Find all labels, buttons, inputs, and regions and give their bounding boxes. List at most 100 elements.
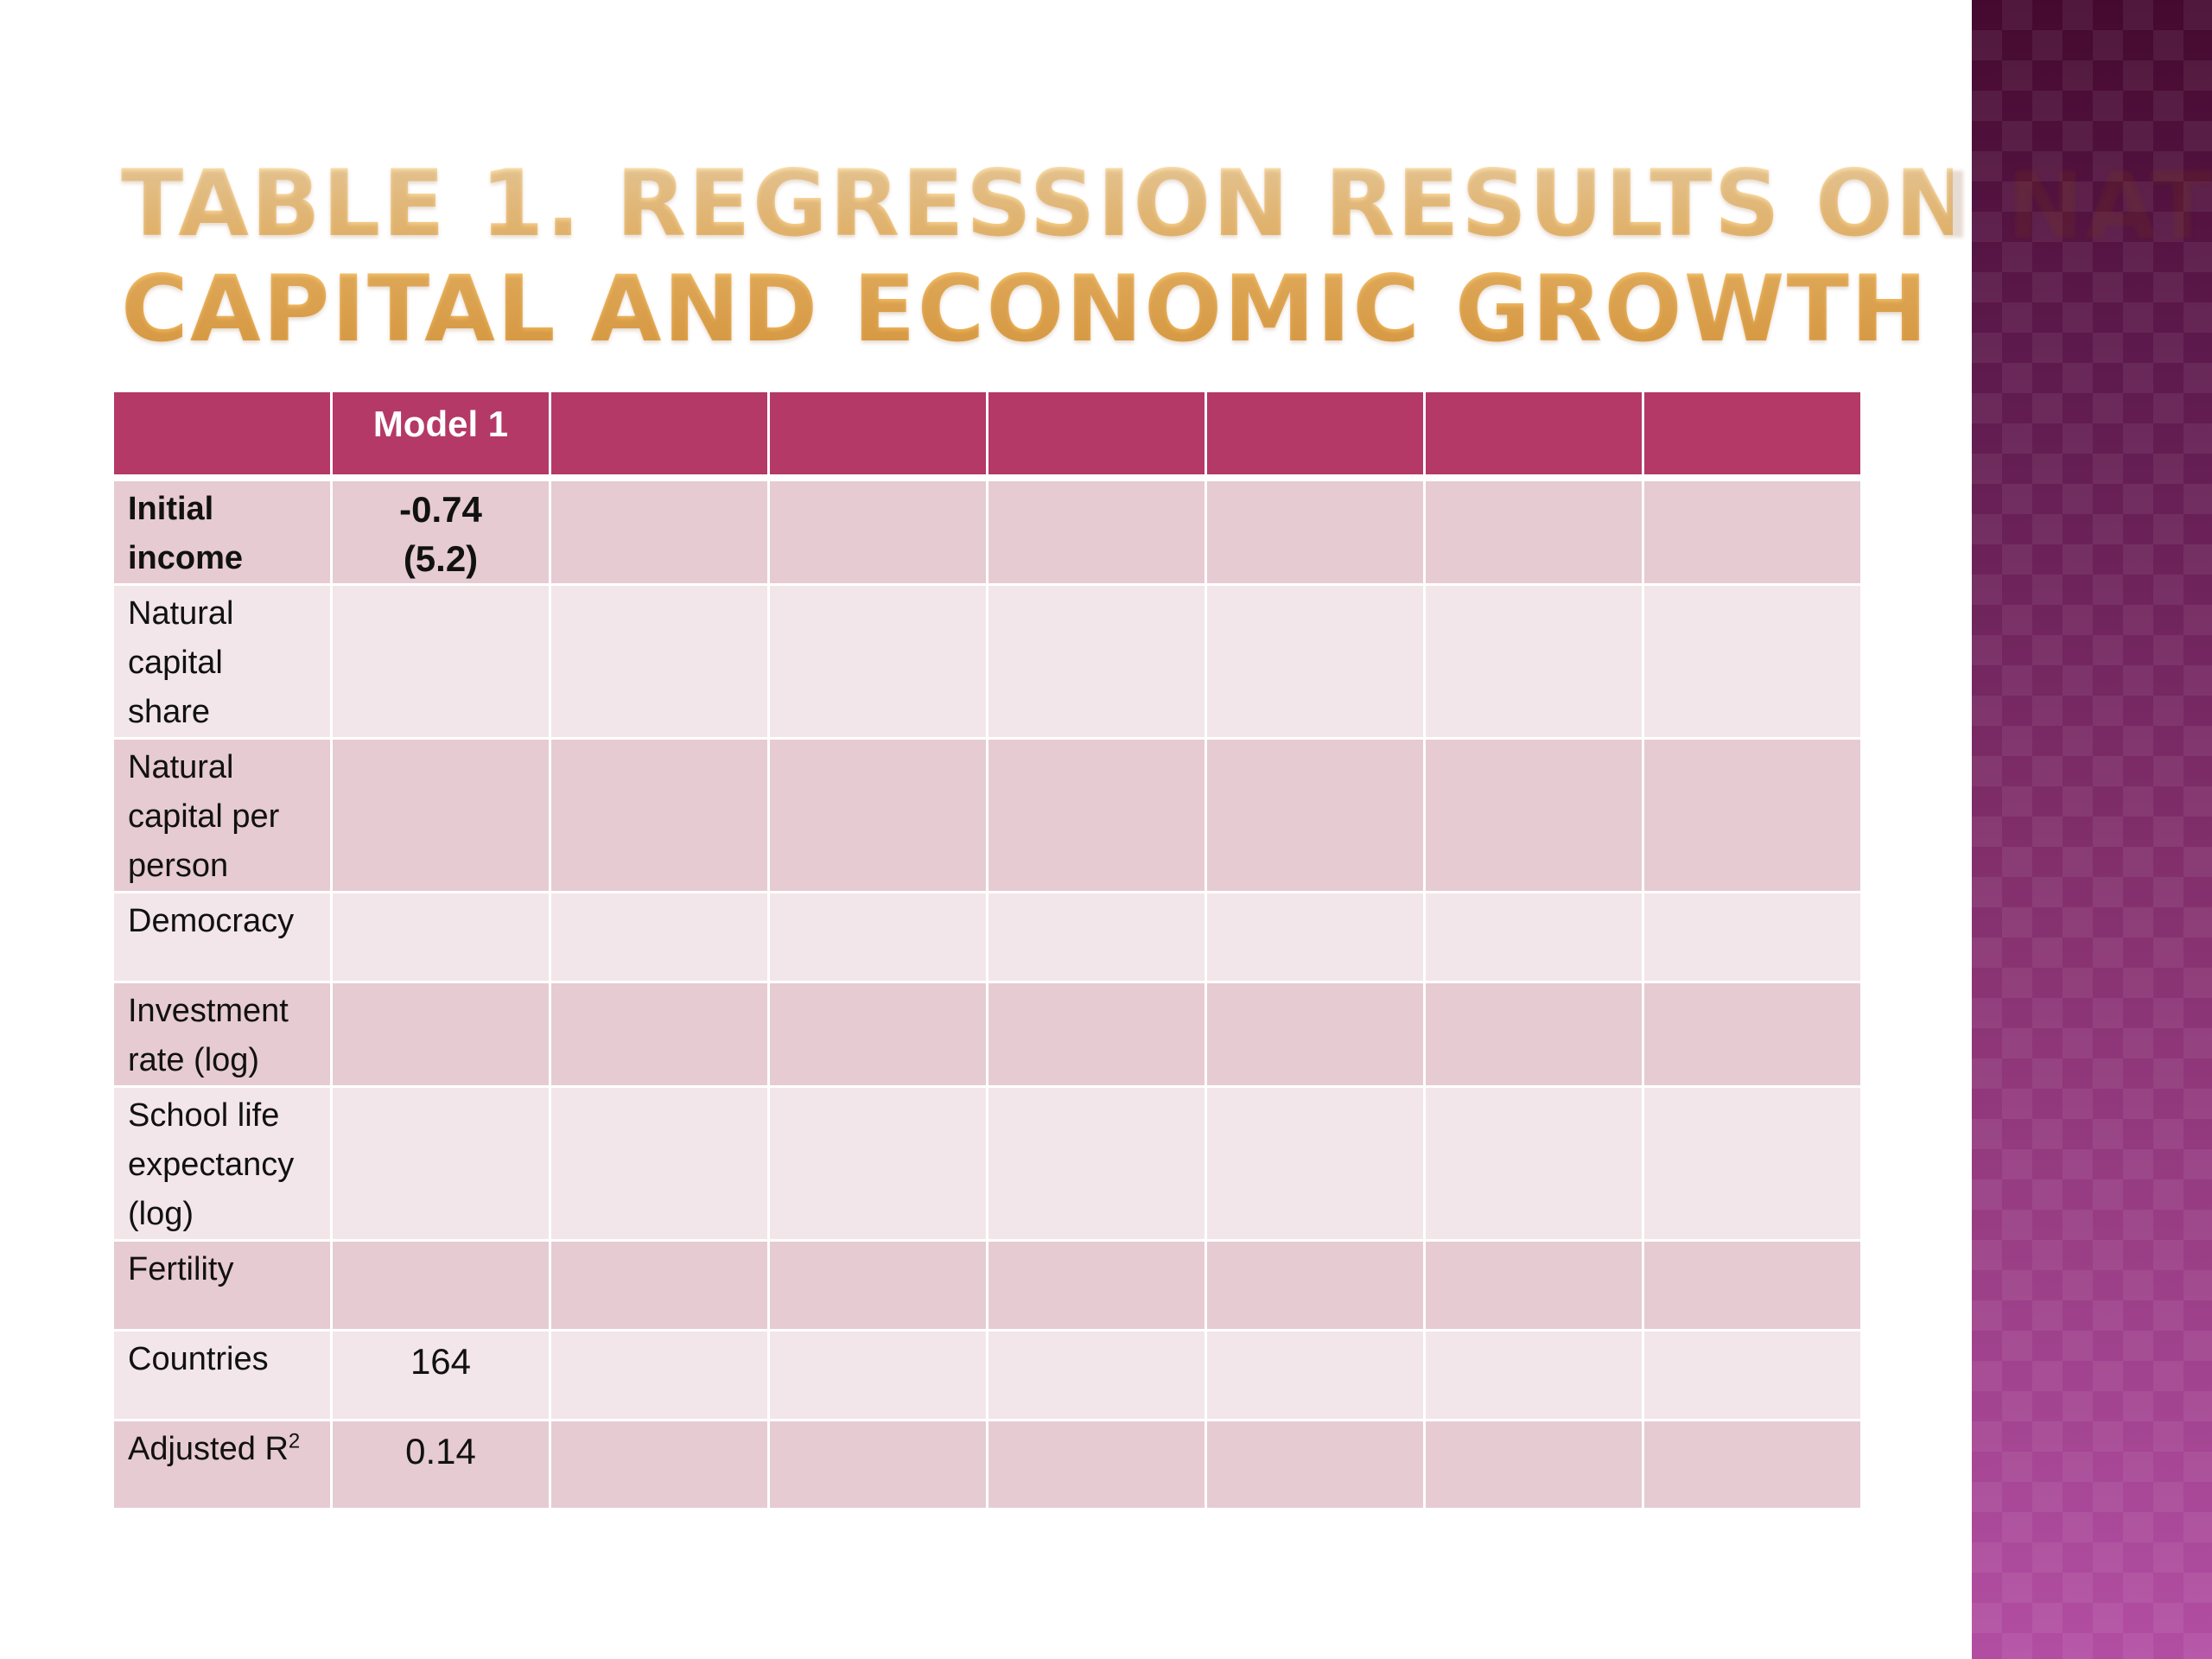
table-cell xyxy=(986,476,1207,586)
table-cell xyxy=(1642,476,1863,586)
row-label-line: School life xyxy=(128,1096,280,1134)
row-label-line: Investment xyxy=(128,992,289,1029)
table-cell xyxy=(330,582,551,740)
table-cell xyxy=(549,1328,770,1421)
table-cell xyxy=(986,582,1207,740)
row-label-initial-income: Initial income xyxy=(111,476,333,586)
table-cell xyxy=(1423,1418,1644,1510)
table-header-row: Model 1 xyxy=(111,390,1863,481)
t-statistic-value: (5.2) xyxy=(403,537,479,579)
row-label-line: capital xyxy=(128,644,223,681)
header-cell-col-3 xyxy=(549,390,770,481)
table-cell xyxy=(549,890,770,983)
header-cell-variable xyxy=(111,390,333,481)
slide-title-line-2: capital and economic growth xyxy=(121,256,1929,362)
table-cell xyxy=(767,1238,988,1332)
table-cell xyxy=(549,1418,770,1510)
table-cell xyxy=(1642,582,1863,740)
table-row-natural-capital-share: Natural capital share xyxy=(111,582,1863,740)
table-cell xyxy=(330,736,551,893)
table-cell xyxy=(1423,980,1644,1088)
table-cell xyxy=(986,1328,1207,1421)
row-label-line: person xyxy=(128,847,229,884)
superscript-2: 2 xyxy=(288,1428,301,1452)
table-cell xyxy=(330,1238,551,1332)
header-cell-col-6 xyxy=(1205,390,1426,481)
table-cell xyxy=(986,736,1207,893)
table-cell xyxy=(1205,736,1426,893)
table-cell xyxy=(1205,980,1426,1088)
table-cell xyxy=(1423,890,1644,983)
row-label-democracy: Democracy xyxy=(111,890,333,983)
diamond-pattern xyxy=(1972,0,2212,1659)
header-cell-col-5 xyxy=(986,390,1207,481)
table-cell xyxy=(767,980,988,1088)
table-cell xyxy=(767,736,988,893)
cell-initial-income-model-1: -0.74 (5.2) xyxy=(330,476,551,586)
table-cell xyxy=(1205,1238,1426,1332)
row-label-natural-capital-share: Natural capital share xyxy=(111,582,333,740)
table-row-democracy: Democracy xyxy=(111,890,1863,983)
row-label-adjusted-r2: Adjusted R2 xyxy=(111,1418,333,1510)
table-cell xyxy=(1423,1238,1644,1332)
row-label-line: rate (log) xyxy=(128,1041,260,1078)
table-cell xyxy=(986,1238,1207,1332)
table-cell xyxy=(549,1084,770,1242)
table-cell xyxy=(549,582,770,740)
table-row-investment-rate: Investment rate (log) xyxy=(111,980,1863,1088)
table-cell xyxy=(1642,1238,1863,1332)
table-cell xyxy=(549,980,770,1088)
table-cell xyxy=(1205,582,1426,740)
row-label-line: Natural xyxy=(128,748,234,785)
table-row-school-life-expectancy: School life expectancy (log) xyxy=(111,1084,1863,1242)
table-cell xyxy=(767,582,988,740)
table-cell xyxy=(549,736,770,893)
table-cell xyxy=(1642,1418,1863,1510)
table-cell xyxy=(1423,1328,1644,1421)
row-label-line: expectancy xyxy=(128,1146,295,1183)
table-cell xyxy=(1423,736,1644,893)
table-cell xyxy=(1642,890,1863,983)
table-cell xyxy=(986,890,1207,983)
decorative-side-band xyxy=(1972,0,2212,1659)
table-cell xyxy=(767,1418,988,1510)
header-cell-col-8 xyxy=(1642,390,1863,481)
table-cell xyxy=(330,980,551,1088)
table-row-natural-capital-per-person: Natural capital per person xyxy=(111,736,1863,893)
table-row-initial-income: Initial income -0.74 (5.2) xyxy=(111,476,1863,586)
table-row-fertility: Fertility xyxy=(111,1238,1863,1332)
table-cell xyxy=(1423,582,1644,740)
header-cell-model-1: Model 1 xyxy=(330,390,551,481)
table-row-countries: Countries 164 xyxy=(111,1328,1863,1421)
row-label-line: income xyxy=(128,539,244,576)
table-cell xyxy=(1205,1084,1426,1242)
table-cell xyxy=(1205,1418,1426,1510)
row-label-line: share xyxy=(128,693,211,730)
table-cell xyxy=(986,1418,1207,1510)
table-cell xyxy=(986,1084,1207,1242)
table-cell xyxy=(1423,476,1644,586)
slide-title: Table 1. Regression results on natural c… xyxy=(121,150,2212,362)
table-cell xyxy=(986,980,1207,1088)
row-label-investment-rate: Investment rate (log) xyxy=(111,980,333,1088)
table-cell xyxy=(330,1084,551,1242)
header-cell-col-7 xyxy=(1423,390,1644,481)
table-cell xyxy=(1205,476,1426,586)
table-cell xyxy=(767,1328,988,1421)
cell-countries-model-1: 164 xyxy=(330,1328,551,1421)
table-cell xyxy=(1642,1328,1863,1421)
slide-title-line-1: Table 1. Regression results on natural xyxy=(121,150,2212,257)
table-cell xyxy=(1642,736,1863,893)
row-label-line: Initial xyxy=(128,490,214,527)
table-cell xyxy=(1423,1084,1644,1242)
table-cell xyxy=(549,1238,770,1332)
row-label-natural-capital-per-person: Natural capital per person xyxy=(111,736,333,893)
table-cell xyxy=(767,890,988,983)
row-label-text: Adjusted R xyxy=(128,1430,289,1467)
row-label-school-life-expectancy: School life expectancy (log) xyxy=(111,1084,333,1242)
row-label-countries: Countries xyxy=(111,1328,333,1421)
table-row-adjusted-r2: Adjusted R2 0.14 xyxy=(111,1418,1863,1510)
row-label-line: (log) xyxy=(128,1195,194,1232)
table-cell xyxy=(1642,980,1863,1088)
